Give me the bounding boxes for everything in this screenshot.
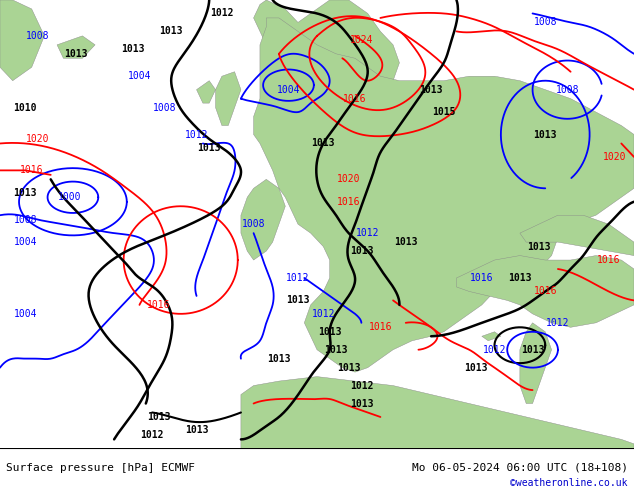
Text: 1013: 1013 [267, 354, 291, 364]
Text: 1013: 1013 [318, 327, 342, 337]
Text: 1013: 1013 [419, 85, 443, 95]
Text: 1012: 1012 [356, 228, 380, 238]
Text: 1008: 1008 [555, 85, 579, 95]
Text: 1004: 1004 [276, 85, 301, 95]
Text: Mo 06-05-2024 06:00 UTC (18+108): Mo 06-05-2024 06:00 UTC (18+108) [411, 463, 628, 473]
Text: 1020: 1020 [337, 174, 361, 184]
Text: 1016: 1016 [470, 273, 494, 283]
Text: 1013: 1013 [184, 425, 209, 436]
Text: 1013: 1013 [463, 363, 488, 373]
Text: 1016: 1016 [597, 255, 621, 265]
Text: 1013: 1013 [349, 398, 373, 409]
Text: 1008: 1008 [13, 215, 37, 225]
Text: 1016: 1016 [146, 300, 171, 310]
Text: 1004: 1004 [13, 237, 37, 247]
Text: 1013: 1013 [146, 412, 171, 422]
Text: 1013: 1013 [394, 237, 418, 247]
Text: 1016: 1016 [337, 197, 361, 207]
Text: 1013: 1013 [349, 246, 373, 256]
Text: 1004: 1004 [13, 309, 37, 319]
Text: 1008: 1008 [26, 31, 50, 41]
Text: 1024: 1024 [349, 35, 373, 46]
Text: 1012: 1012 [311, 309, 335, 319]
Text: 1016: 1016 [20, 165, 44, 175]
Text: ©weatheronline.co.uk: ©weatheronline.co.uk [510, 478, 628, 488]
Text: 1012: 1012 [349, 381, 373, 391]
Text: 1020: 1020 [603, 152, 627, 162]
Text: 1012: 1012 [546, 318, 570, 328]
Text: 1013: 1013 [324, 344, 348, 355]
Text: 1008: 1008 [533, 18, 557, 27]
Text: 1008: 1008 [242, 219, 266, 229]
Text: 1010: 1010 [13, 102, 37, 113]
Text: 1012: 1012 [286, 273, 310, 283]
Text: 1013: 1013 [64, 49, 88, 59]
Text: 1013: 1013 [533, 129, 557, 140]
Text: 1012: 1012 [482, 344, 507, 355]
Text: 1020: 1020 [26, 134, 50, 144]
Text: 1013: 1013 [521, 344, 545, 355]
Text: 1013: 1013 [286, 295, 310, 305]
Text: 1012: 1012 [184, 129, 209, 140]
Text: 1013: 1013 [311, 139, 335, 148]
Text: 1013: 1013 [13, 188, 37, 198]
Text: 1008: 1008 [153, 102, 177, 113]
Text: 1016: 1016 [343, 94, 367, 104]
Text: 1015: 1015 [432, 107, 456, 117]
Text: 1013: 1013 [337, 363, 361, 373]
Text: 1013: 1013 [159, 26, 183, 36]
Text: 1012: 1012 [140, 430, 164, 440]
Text: 1004: 1004 [127, 71, 152, 81]
Text: 1013: 1013 [121, 44, 145, 54]
Text: 1016: 1016 [533, 287, 557, 296]
Text: Surface pressure [hPa] ECMWF: Surface pressure [hPa] ECMWF [6, 463, 195, 473]
Text: 1000: 1000 [58, 192, 82, 202]
Text: 1013: 1013 [508, 273, 532, 283]
Text: 1013: 1013 [197, 143, 221, 153]
Text: 1012: 1012 [210, 8, 234, 19]
Text: 1013: 1013 [527, 242, 551, 251]
Text: 1016: 1016 [368, 322, 392, 332]
